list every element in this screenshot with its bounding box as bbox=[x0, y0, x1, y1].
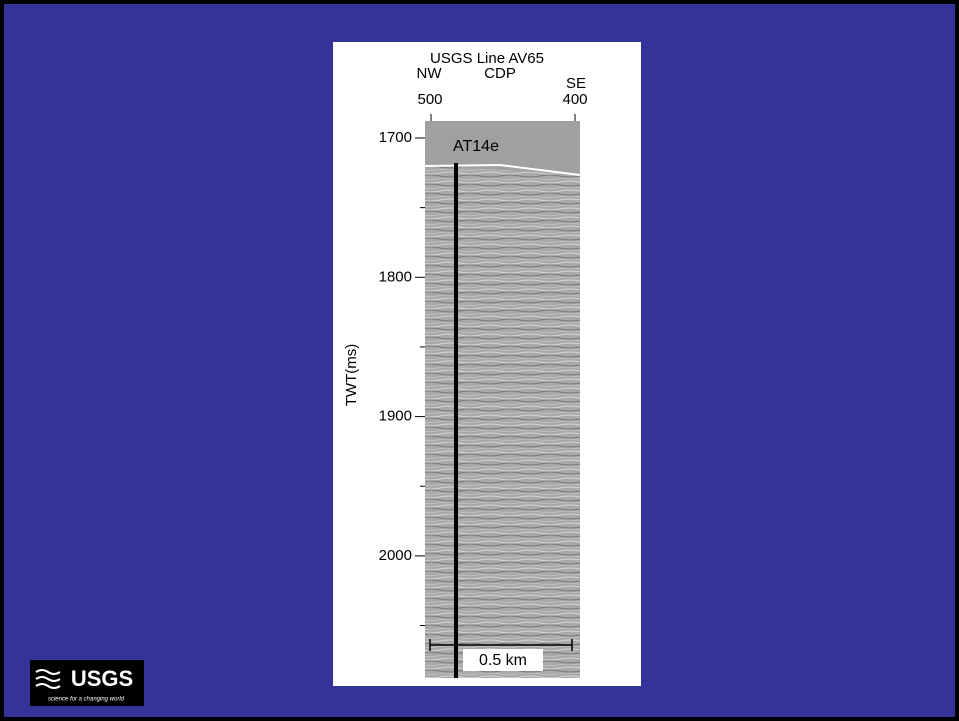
seismic-section bbox=[425, 121, 580, 678]
logo-name: USGS bbox=[71, 666, 133, 691]
x-label-right: SE bbox=[566, 75, 586, 92]
logo-tagline: science for a changing world bbox=[48, 697, 125, 703]
x-value-right: 400 bbox=[562, 91, 587, 108]
y-tick-label: 1800 bbox=[379, 268, 412, 285]
x-label-left: NW bbox=[417, 65, 443, 82]
x-label-center: CDP bbox=[484, 65, 516, 82]
y-tick-label: 1900 bbox=[379, 408, 412, 425]
y-tick-label: 2000 bbox=[379, 547, 412, 564]
scale-label: 0.5 km bbox=[479, 652, 527, 669]
page: USGS Line AV65 NW CDP SE 500 400 TWT(ms)… bbox=[0, 0, 959, 721]
y-tick-label: 1700 bbox=[379, 129, 412, 146]
y-axis-label: TWT(ms) bbox=[343, 344, 360, 406]
well-label: AT14e bbox=[453, 138, 499, 155]
slide: USGS Line AV65 NW CDP SE 500 400 TWT(ms)… bbox=[0, 0, 959, 721]
x-value-left: 500 bbox=[417, 91, 442, 108]
